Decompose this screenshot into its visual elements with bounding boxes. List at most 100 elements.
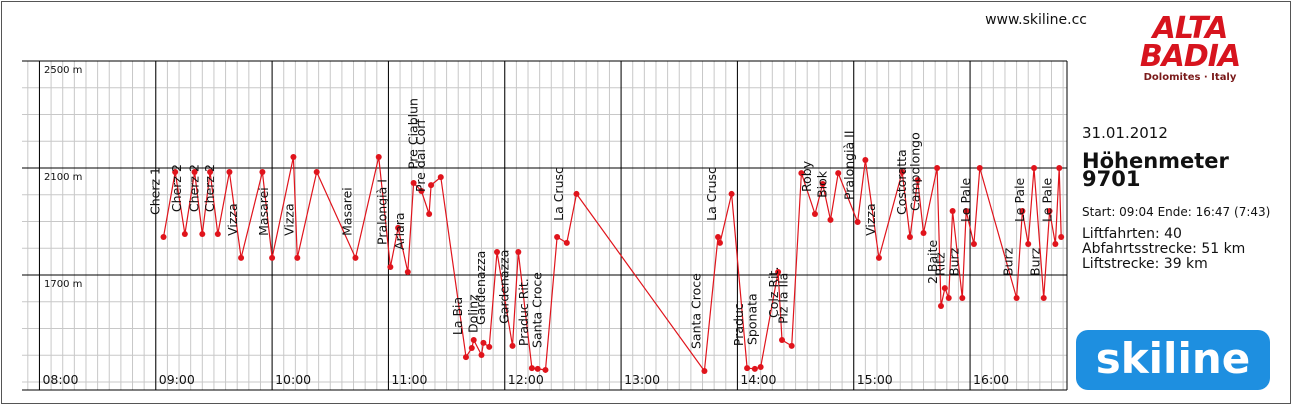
point xyxy=(1031,164,1038,171)
point xyxy=(899,169,906,176)
point xyxy=(160,234,167,241)
point xyxy=(757,363,764,370)
point xyxy=(976,164,983,171)
point xyxy=(920,229,927,236)
lift-label: Praduc Rit. xyxy=(516,278,531,346)
panel-total: 9701 xyxy=(1082,167,1140,191)
lift-label: Praduc xyxy=(731,303,746,346)
point xyxy=(207,169,214,176)
x-tick-label: 14:00 xyxy=(740,372,776,387)
point xyxy=(404,269,411,276)
plot: 08:00 09:00 10:00 11:00 12:00 13:00 14:00 15:00… xyxy=(22,60,1068,391)
lift-label: Pre dai Corf xyxy=(413,119,428,192)
point xyxy=(970,240,977,247)
y-tick-label: 2500 m xyxy=(44,65,82,76)
point xyxy=(426,210,433,217)
point xyxy=(528,365,535,372)
point xyxy=(375,154,382,161)
point xyxy=(1040,294,1047,301)
point xyxy=(181,231,188,238)
point xyxy=(418,187,425,194)
point xyxy=(779,336,785,343)
point xyxy=(854,219,861,226)
point xyxy=(1058,234,1065,241)
point xyxy=(226,169,233,176)
point xyxy=(269,254,276,261)
point xyxy=(294,254,301,261)
point xyxy=(1046,208,1053,215)
lift-label: Masarei xyxy=(339,187,354,236)
lift-label: Gardenazza xyxy=(497,250,512,324)
lift-label: Santa Croce xyxy=(529,272,544,348)
point xyxy=(1025,240,1032,247)
point xyxy=(906,234,913,241)
x-tick-label: 15:00 xyxy=(857,372,893,387)
point xyxy=(914,177,921,184)
point xyxy=(509,342,516,349)
point xyxy=(775,269,782,276)
point xyxy=(788,342,795,349)
lift-label: Vizza xyxy=(225,203,240,236)
point xyxy=(701,368,708,375)
lift-label: Biok xyxy=(814,170,829,198)
lift-label: Ritz xyxy=(933,252,948,276)
x-tick-label: 11:00 xyxy=(391,372,427,387)
lift-label: Burz xyxy=(1001,247,1016,276)
point xyxy=(534,365,541,372)
lift-label: Santa Croce xyxy=(688,273,703,349)
point xyxy=(199,231,206,238)
point xyxy=(811,210,818,217)
x-tick-label: 10:00 xyxy=(275,372,311,387)
point xyxy=(486,343,493,350)
lift-label: La Crusc xyxy=(704,167,719,221)
point xyxy=(716,239,723,246)
point xyxy=(478,351,485,358)
point xyxy=(480,339,487,346)
point xyxy=(949,208,956,215)
brand-badge xyxy=(1076,330,1270,390)
point xyxy=(945,294,952,301)
point xyxy=(728,190,735,197)
point xyxy=(1013,294,1020,301)
x-tick-label: 13:00 xyxy=(624,372,660,387)
lift-label: Masarei xyxy=(256,187,271,236)
x-tick-label: 16:00 xyxy=(973,372,1009,387)
lift-label: Costoratta xyxy=(894,149,909,215)
lift-label: Cherz 2 xyxy=(202,164,217,212)
point xyxy=(462,354,469,361)
x-tick-label: 08:00 xyxy=(42,372,78,387)
lift-label: Le Pale xyxy=(958,177,973,222)
lift-label: Piz la Ila xyxy=(776,273,791,324)
lift-label: Gardenazza xyxy=(473,251,488,325)
point xyxy=(941,285,948,292)
lift-label: Cherz 2 xyxy=(169,164,184,212)
point xyxy=(259,169,266,176)
point xyxy=(395,224,402,231)
point xyxy=(437,174,444,181)
lift-label: Cherz 1 xyxy=(148,167,163,215)
point xyxy=(313,169,320,176)
date: 31.01.2012 xyxy=(1082,124,1168,142)
lift-label: Vizza xyxy=(863,203,878,236)
x-tick-label: 09:00 xyxy=(159,372,195,387)
logo-line2: BADIA xyxy=(1140,39,1240,74)
lift-label: Dolinz xyxy=(465,294,480,333)
point xyxy=(819,181,826,188)
point xyxy=(875,254,882,261)
brand: skiline xyxy=(1096,334,1251,383)
panel-rides: Liftfahrten: 40 xyxy=(1082,226,1182,242)
point xyxy=(862,156,869,163)
point xyxy=(751,365,758,372)
point xyxy=(1052,240,1059,247)
point xyxy=(494,248,500,255)
point xyxy=(238,254,245,261)
lift-label: 2 Baite xyxy=(925,239,940,284)
point xyxy=(410,179,417,186)
x-tick-label: 12:00 xyxy=(508,372,544,387)
lift-label: Le Pale xyxy=(1012,177,1027,222)
point xyxy=(172,169,179,176)
point xyxy=(835,170,842,177)
point xyxy=(542,366,549,373)
